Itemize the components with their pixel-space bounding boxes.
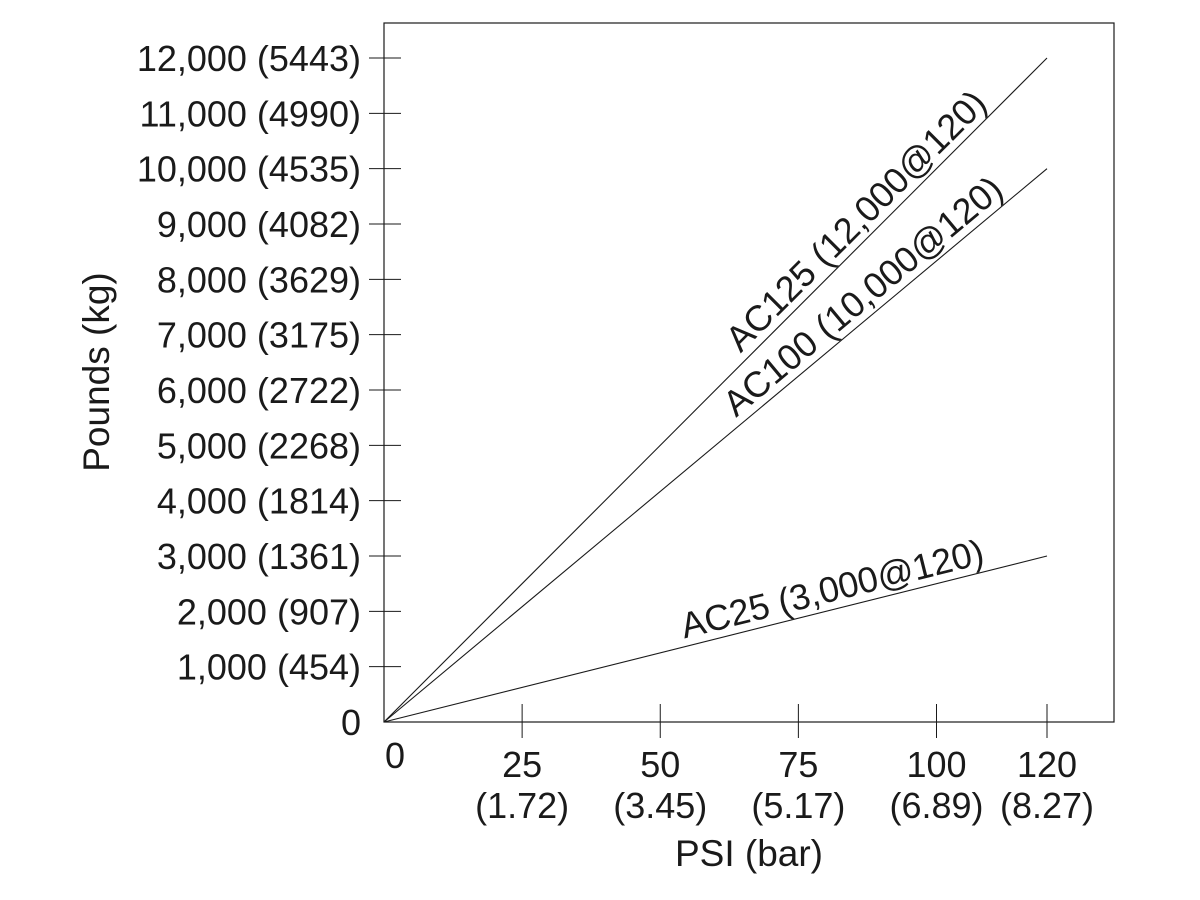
x-tick-sublabel: (3.45) [613,785,707,826]
plot-area [383,22,1115,723]
series-group: AC125 (12,000@120)AC100 (10,000@120)AC25… [383,57,1048,723]
y-tick-label: 3,000 (1361) [157,536,361,577]
series-label-group: AC25 (3,000@120) [676,531,987,646]
x-tick-label: 100 [906,744,966,785]
y-tick-label: 10,000 (4535) [137,149,361,190]
y-tick-label: 8,000 (3629) [157,259,361,300]
y-tick-label: 2,000 (907) [177,591,361,632]
y-axis: 0 1,000 (454) 2,000 (907) 3,000 (1361) 4,000… [137,38,401,743]
y-tick-label: 1,000 (454) [177,647,361,688]
x-tick-label: 25 [502,744,542,785]
series-line [383,57,1048,723]
y-tick-label: 7,000 (3175) [157,315,361,356]
x-axis: 0 25(1.72) 50(3.45) 75(5.17) 100(6.89) 120(8.… [385,704,1094,826]
x-tick-label: 120 [1017,744,1077,785]
y-axis-title: Pounds (kg) [76,272,117,472]
y-tick-label: 11,000 (4990) [139,93,361,134]
x-tick-label: 75 [778,744,818,785]
y-tick-label: 9,000 (4082) [157,204,361,245]
series-line [383,555,1048,723]
y-tick-label: 12,000 (5443) [137,38,361,79]
x-tick-sublabel: (5.17) [751,785,845,826]
x-tick-sublabel: (1.72) [475,785,569,826]
plot-frame [383,22,1115,723]
x-tick-label: 50 [640,744,680,785]
x-tick-label: 0 [385,735,405,776]
y-tick-label: 6,000 (2722) [157,370,361,411]
y-tick-label: 5,000 (2268) [157,425,361,466]
series-line [383,168,1048,723]
series-label: AC25 (3,000@120) [676,531,987,646]
y-tick-label: 4,000 (1814) [157,481,361,522]
y-tick-label: 0 [341,702,361,743]
x-tick-sublabel: (8.27) [1000,785,1094,826]
x-tick-sublabel: (6.89) [889,785,983,826]
x-axis-title: PSI (bar) [675,833,823,874]
